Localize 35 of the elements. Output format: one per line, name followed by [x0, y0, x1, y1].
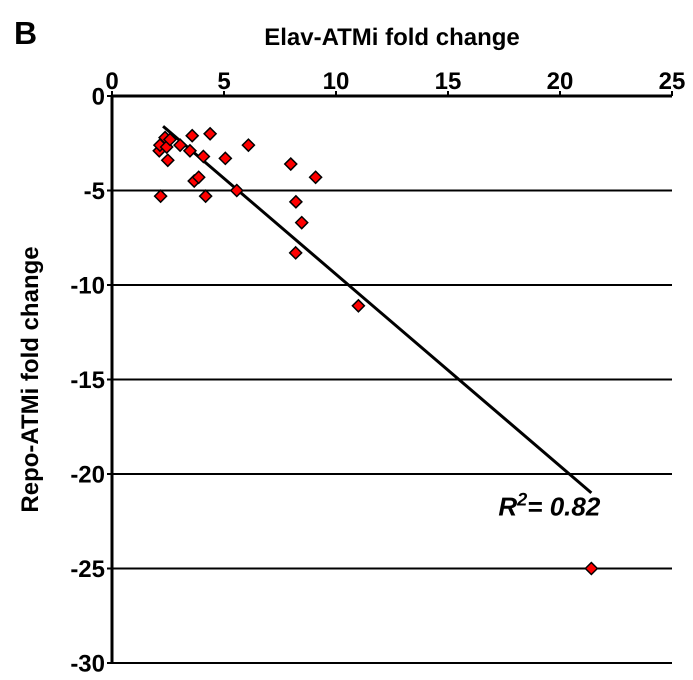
- point: [242, 138, 256, 152]
- x-tick-label: 25: [658, 68, 686, 95]
- point: [161, 154, 175, 168]
- x-tick-label: 10: [322, 68, 350, 95]
- point: [288, 246, 302, 260]
- point: [218, 152, 232, 166]
- y-tick-label: -10: [70, 272, 105, 300]
- annotation: R$^{2}$= 0.82: [498, 490, 601, 522]
- point: [203, 127, 217, 141]
- point: [308, 170, 322, 184]
- point: [185, 128, 199, 142]
- x-tick-label: 5: [217, 68, 231, 95]
- point: [584, 562, 598, 576]
- text: B: [14, 15, 38, 51]
- point: [294, 216, 308, 230]
- point: [284, 157, 298, 171]
- point: [173, 138, 187, 152]
- x-axis-title: Elav-ATMi fold change: [264, 24, 520, 52]
- y-tick-label: -20: [70, 462, 105, 489]
- point: [154, 189, 168, 203]
- x-tick-label: 15: [434, 68, 462, 95]
- point: [352, 299, 366, 313]
- point: [289, 195, 303, 209]
- y-axis-title: Repo-ATMi fold change: [17, 246, 44, 513]
- y-tick-label: -5: [84, 178, 105, 206]
- point: [198, 189, 212, 203]
- x-tick-label: 20: [546, 68, 574, 95]
- y-tick-label: -25: [70, 556, 105, 584]
- y-tick-label: -30: [70, 650, 105, 678]
- point: [230, 184, 244, 198]
- point: [163, 132, 177, 146]
- point: [196, 150, 210, 164]
- y-tick-label: -15: [70, 367, 105, 394]
- point: [183, 144, 197, 158]
- point: [192, 170, 206, 184]
